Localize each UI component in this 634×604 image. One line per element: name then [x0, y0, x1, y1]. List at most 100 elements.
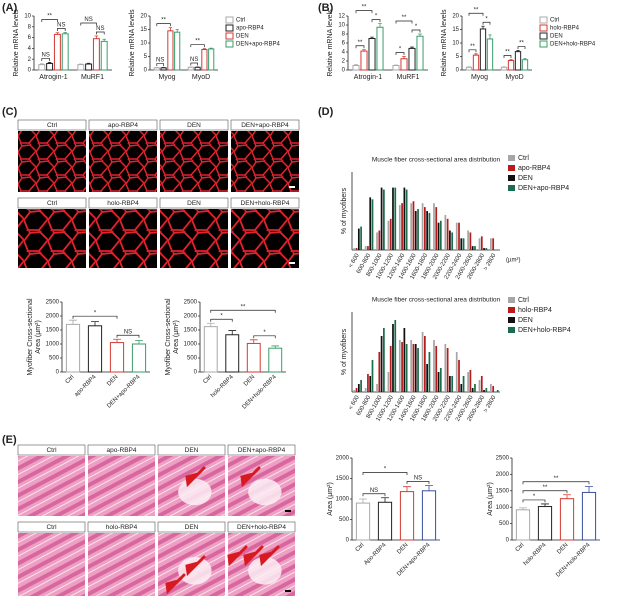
significance-label: ** [470, 44, 475, 50]
bar [383, 189, 385, 250]
x-tick-label: Atrogin-1 [39, 74, 68, 81]
significance-label: NS [42, 53, 50, 59]
y-axis-label: Relative mRNA levels [13, 9, 20, 77]
significance-label: NS [370, 488, 378, 494]
bar [537, 506, 553, 541]
bar [500, 66, 508, 71]
significance-label: NS [96, 26, 104, 32]
bar [401, 342, 403, 392]
x-tick-label: Ctrl [355, 542, 366, 553]
bar [444, 214, 447, 250]
image-label: Ctrl [46, 524, 57, 531]
tissue-gap [178, 556, 212, 585]
error-bar [481, 25, 485, 29]
bar [421, 332, 424, 392]
bar [496, 390, 499, 392]
bar [92, 38, 100, 71]
bar [268, 347, 283, 373]
micrograph [88, 533, 155, 596]
error-bar [209, 47, 213, 49]
bar [410, 203, 413, 250]
significance-label: ** [47, 14, 52, 20]
image-label: DEN+holo-RBP4 [241, 200, 290, 207]
legend-swatch [508, 317, 515, 323]
x-tick-label: MuRF1 [81, 74, 104, 81]
image-label-box [17, 119, 87, 131]
x-tick-label: Myog [158, 74, 175, 81]
bar [437, 372, 440, 392]
bar [490, 384, 492, 392]
bar [376, 384, 378, 392]
bar [478, 238, 481, 250]
significance-label: ** [543, 485, 548, 491]
significance-bracket [41, 58, 50, 61]
x-tick-label: MuRF1 [397, 74, 420, 81]
y-tick-label: 10 [338, 23, 345, 29]
significance-bracket [362, 472, 408, 475]
error-bar [563, 494, 571, 499]
bar [389, 346, 392, 392]
bar [449, 376, 451, 392]
bar [478, 380, 481, 392]
image-label: DEN [185, 524, 199, 531]
significance-label: NS [57, 23, 65, 29]
x-tick-label: Atrogin-1 [354, 74, 383, 81]
error-bar [402, 56, 406, 59]
bar [225, 334, 240, 373]
significance-label: * [533, 494, 536, 500]
panel-label: (C) [2, 106, 18, 118]
significance-label: NS [190, 57, 198, 63]
significance-bracket [468, 12, 484, 16]
bar [369, 376, 372, 392]
bar [423, 207, 426, 250]
y-axis-label: Myofiber Cross-sectional [27, 298, 34, 375]
y-tick-label: 0 [456, 68, 460, 74]
bar [421, 203, 424, 250]
image-label: DEN+apo-RBP4 [241, 122, 289, 129]
error-bar [271, 345, 280, 349]
error-bar [202, 48, 206, 50]
significance-label: ** [195, 39, 200, 45]
error-bar [502, 66, 506, 68]
bar [421, 490, 437, 541]
panel-label: (D) [318, 106, 334, 118]
y-tick-label: 2000 [46, 314, 60, 320]
significance-bracket [395, 20, 413, 24]
bar [467, 372, 469, 392]
legend-swatch [508, 155, 515, 161]
y-tick-label: 0 [56, 370, 60, 376]
significance-label: NS [156, 58, 164, 64]
significance-label: ** [161, 18, 166, 24]
bar [364, 388, 367, 392]
bar [480, 236, 483, 250]
image-label: DEN [187, 200, 201, 207]
bar [486, 38, 494, 71]
arrow [240, 466, 261, 488]
image-label-box [230, 119, 300, 131]
y-tick-label: 1000 [336, 497, 350, 503]
chart-title: Muscle fiber cross-sectional area distri… [372, 297, 501, 304]
x-tick-label: holo-RBP4 [523, 542, 548, 567]
image-label-box [157, 444, 226, 456]
legend-swatch [225, 32, 234, 40]
significance-bracket [482, 21, 491, 25]
y-tick-label: 10 [24, 14, 31, 20]
legend-label: Ctrl [518, 297, 529, 304]
panel-label: (A) [2, 2, 18, 14]
error-bar [516, 50, 520, 52]
legend-swatch [508, 175, 515, 181]
bar [53, 33, 61, 71]
image-label-box [159, 197, 229, 209]
chart-title: Muscle fiber cross-sectional area distri… [372, 157, 501, 164]
significance-label: ** [358, 40, 363, 46]
bar [581, 491, 597, 541]
image-label-box [17, 444, 86, 456]
bar [77, 64, 85, 71]
bar [428, 212, 431, 250]
bar [403, 328, 406, 392]
y-tick-label: 4 [28, 46, 32, 52]
significance-bracket [468, 49, 477, 53]
bar [399, 491, 415, 541]
error-bar [410, 46, 414, 49]
legend-label: holo-RBP4 [550, 26, 580, 32]
